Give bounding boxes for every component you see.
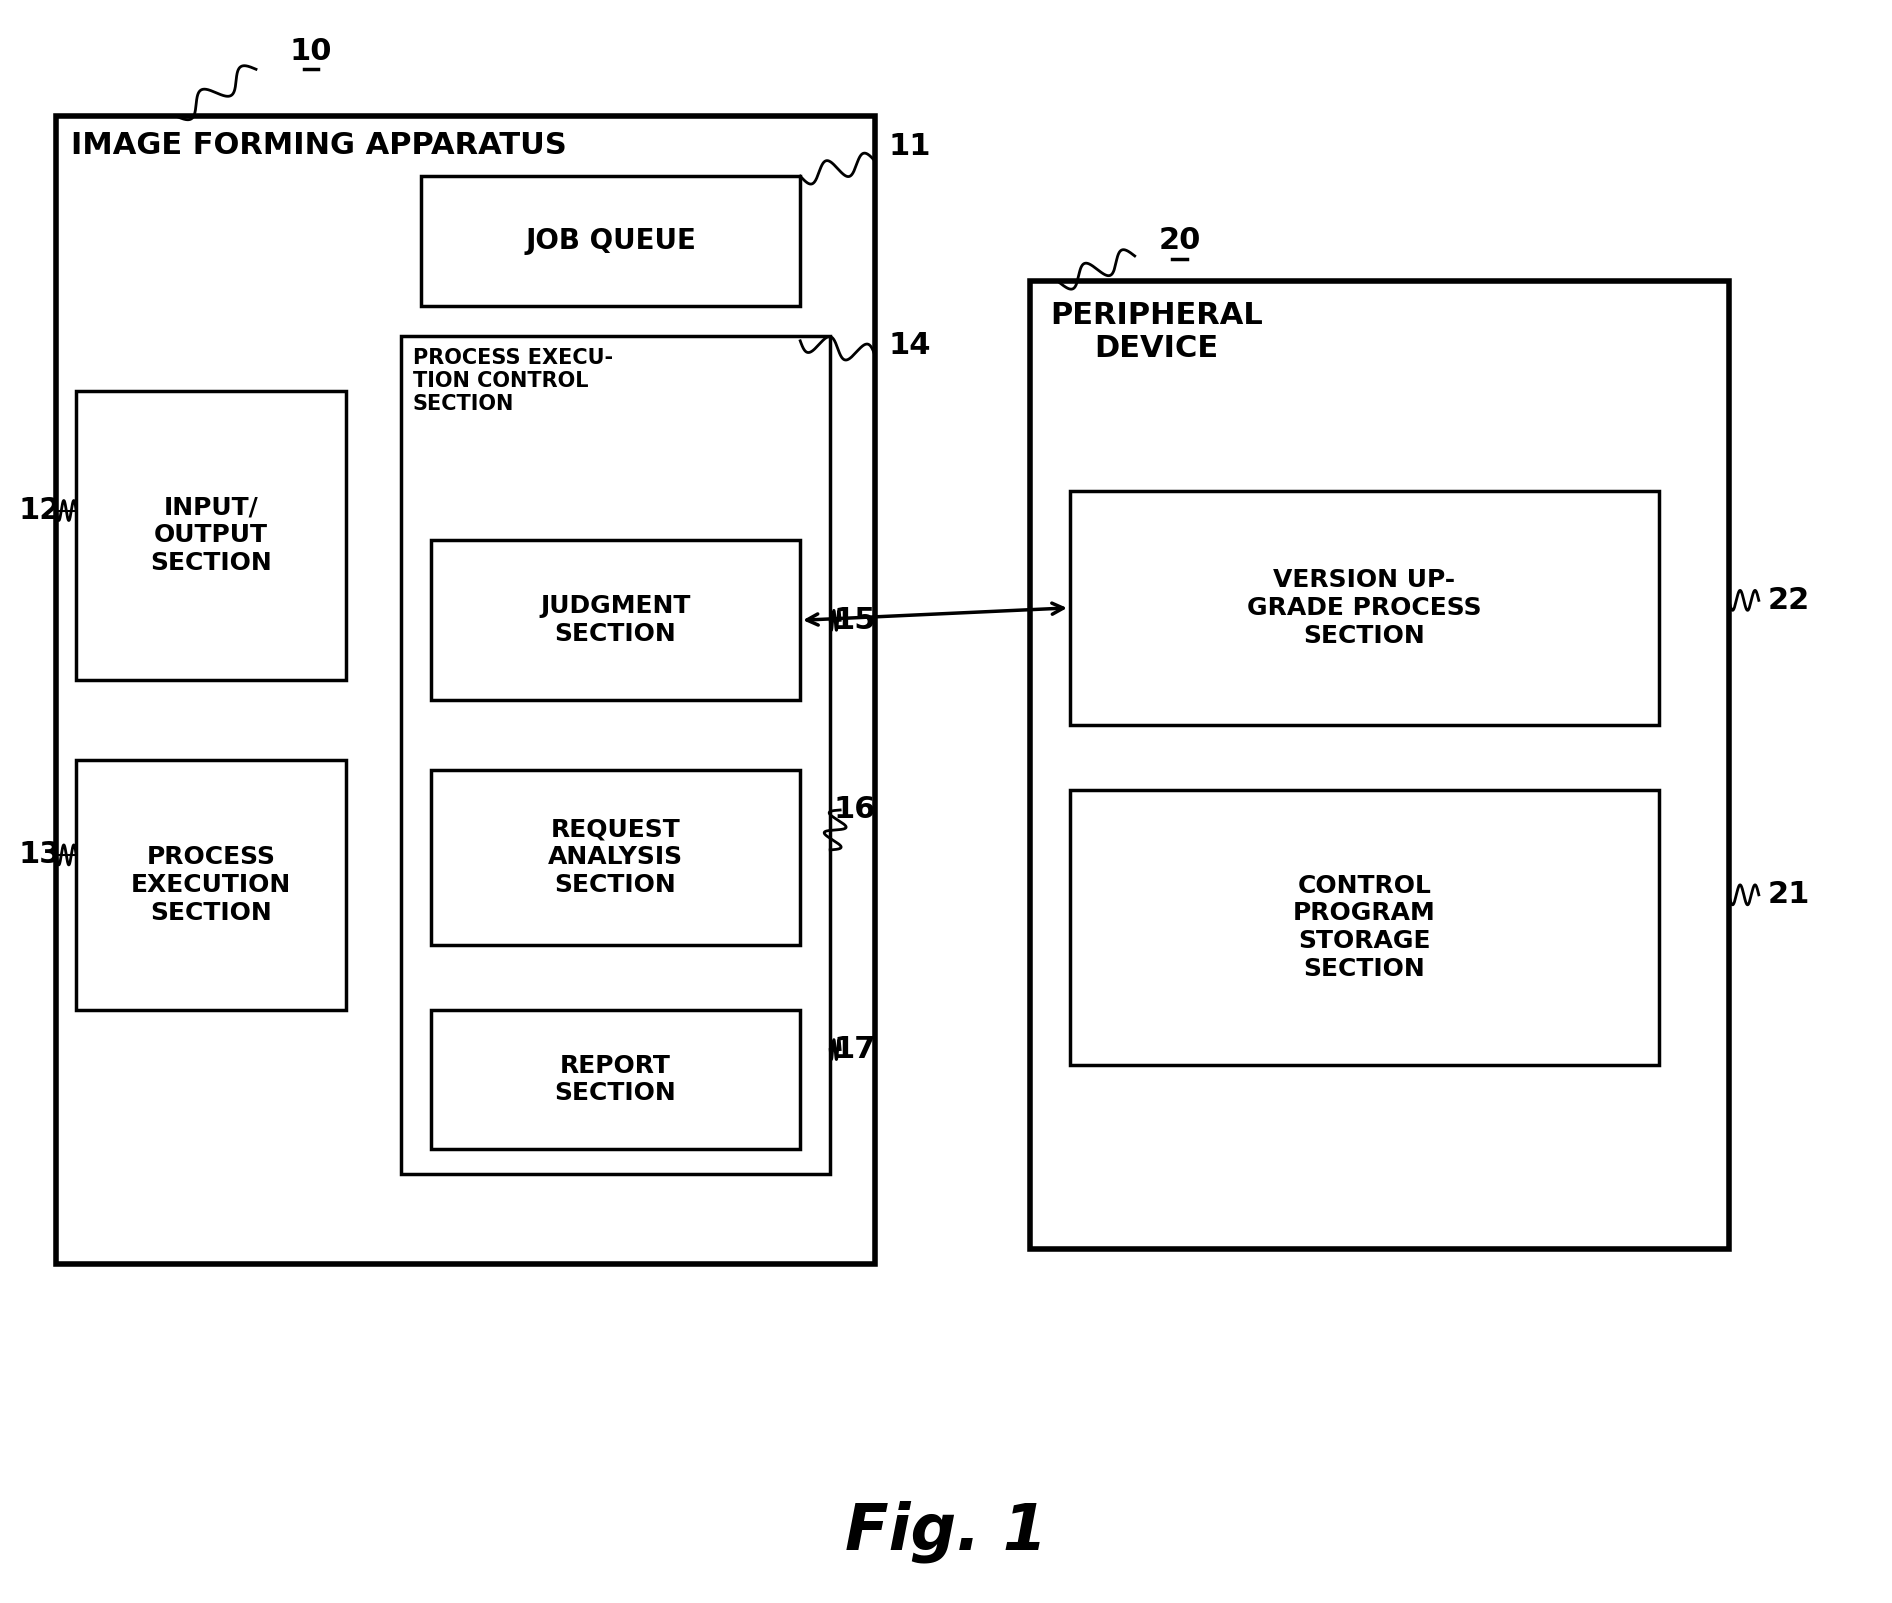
Text: JOB QUEUE: JOB QUEUE	[526, 228, 696, 255]
Text: 16: 16	[834, 795, 876, 824]
Text: 15: 15	[834, 606, 876, 635]
Text: JUDGMENT
SECTION: JUDGMENT SECTION	[541, 595, 691, 646]
Text: 17: 17	[834, 1036, 876, 1064]
Bar	[1069, 491, 1659, 725]
Text: 11: 11	[889, 131, 931, 160]
Bar	[431, 540, 800, 701]
Text: 20: 20	[1158, 226, 1201, 255]
Text: 14: 14	[889, 332, 931, 361]
Bar	[57, 115, 876, 1265]
Text: REPORT
SECTION: REPORT SECTION	[554, 1053, 675, 1106]
Bar	[420, 176, 800, 306]
Text: VERSION UP-
GRADE PROCESS
SECTION: VERSION UP- GRADE PROCESS SECTION	[1247, 567, 1481, 648]
Bar	[431, 769, 800, 944]
Text: IMAGE FORMING APPARATUS: IMAGE FORMING APPARATUS	[72, 131, 568, 160]
Text: REQUEST
ANALYSIS
SECTION: REQUEST ANALYSIS SECTION	[549, 818, 683, 898]
Text: CONTROL
PROGRAM
STORAGE
SECTION: CONTROL PROGRAM STORAGE SECTION	[1292, 874, 1436, 981]
Bar	[431, 1010, 800, 1149]
Text: 10: 10	[289, 37, 333, 66]
Text: PROCESS EXECU-
TION CONTROL
SECTION: PROCESS EXECU- TION CONTROL SECTION	[412, 348, 613, 414]
Bar	[76, 760, 346, 1010]
Bar	[401, 335, 831, 1175]
Text: Fig. 1: Fig. 1	[846, 1500, 1046, 1563]
Bar	[1069, 790, 1659, 1064]
Text: PROCESS
EXECUTION
SECTION: PROCESS EXECUTION SECTION	[131, 845, 291, 925]
Text: 13: 13	[19, 840, 61, 869]
Bar	[1029, 281, 1729, 1249]
Text: INPUT/
OUTPUT
SECTION: INPUT/ OUTPUT SECTION	[149, 495, 272, 575]
Text: PERIPHERAL
DEVICE: PERIPHERAL DEVICE	[1050, 301, 1262, 364]
Text: 22: 22	[1767, 585, 1811, 616]
Text: 12: 12	[19, 495, 61, 526]
Text: 21: 21	[1767, 880, 1811, 909]
Bar	[76, 391, 346, 680]
